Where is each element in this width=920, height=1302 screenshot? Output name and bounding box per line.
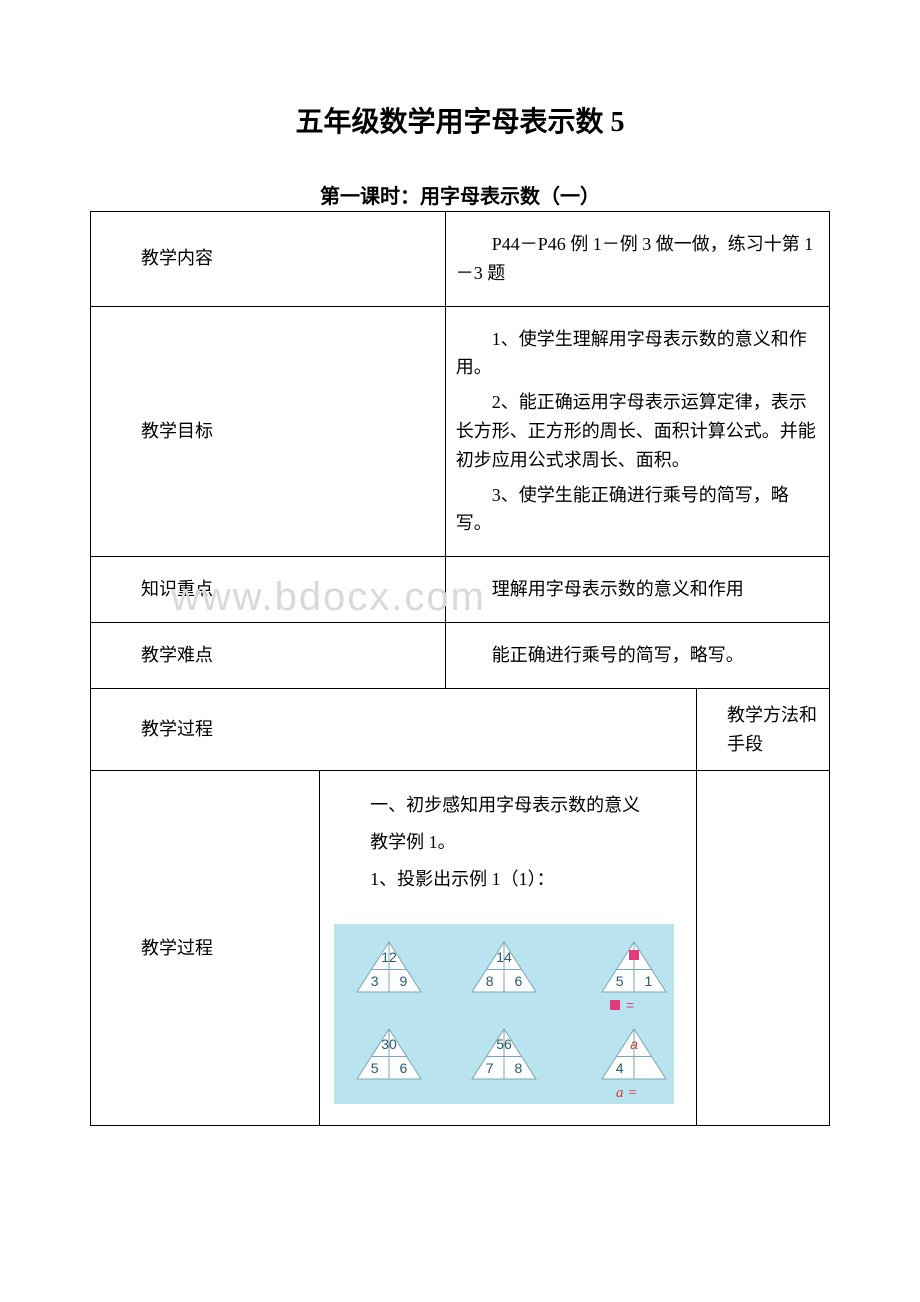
svg-text:30: 30 [381, 1036, 397, 1052]
svg-text:3: 3 [371, 973, 379, 989]
svg-text:12: 12 [381, 949, 397, 965]
row-content: 能正确进行乘号的简写，略写。 [445, 622, 829, 688]
svg-text:14: 14 [496, 949, 512, 965]
row-content: 一、初步感知用字母表示数的意义 教学例 1。 1、投影出示例 1（1）： 123… [320, 771, 697, 1125]
svg-text:7: 7 [486, 1060, 494, 1076]
row-label: 教学过程 [91, 771, 320, 1125]
svg-text:6: 6 [515, 973, 523, 989]
row-label: 教学内容 [91, 212, 446, 307]
content-text: 一、初步感知用字母表示数的意义 [334, 791, 682, 820]
diagram-container: 1239148651=30565678a4a = [334, 924, 682, 1113]
svg-text:a: a [630, 1036, 638, 1052]
row-label: 知识重点 www.bdocx.com [91, 557, 446, 623]
table-row: 教学过程 教学方法和手段 [91, 688, 830, 771]
row-label: 教学过程 [91, 688, 697, 771]
svg-text:56: 56 [496, 1036, 512, 1052]
content-text: 1、使学生理解用字母表示数的意义和作用。 [456, 325, 819, 383]
svg-text:a =: a = [616, 1085, 637, 1101]
svg-text:1: 1 [645, 973, 653, 989]
watermark: www.bdocx.com [171, 565, 486, 629]
row-content: P44－P46 例 1－例 3 做一做，练习十第 1－3 题 [445, 212, 829, 307]
row-empty [696, 771, 829, 1125]
row-content: 1、使学生理解用字母表示数的意义和作用。 2、能正确运用字母表示运算定律，表示长… [445, 306, 829, 557]
row-label: 教学难点 [91, 622, 446, 688]
svg-text:4: 4 [616, 1060, 624, 1076]
svg-text:9: 9 [400, 973, 408, 989]
triangles-diagram: 1239148651=30565678a4a = [334, 924, 674, 1104]
table-row: 教学目标 1、使学生理解用字母表示数的意义和作用。 2、能正确运用字母表示运算定… [91, 306, 830, 557]
svg-text:=: = [626, 997, 634, 1013]
row-content: 理解用字母表示数的意义和作用 [445, 557, 829, 623]
svg-text:8: 8 [515, 1060, 523, 1076]
page-subtitle: 第一课时：用字母表示数（一） [90, 180, 830, 209]
page-title: 五年级数学用字母表示数 5 [90, 100, 830, 140]
svg-text:5: 5 [616, 973, 624, 989]
table-row: 教学内容 P44－P46 例 1－例 3 做一做，练习十第 1－3 题 [91, 212, 830, 307]
content-text: 2、能正确运用字母表示运算定律，表示长方形、正方形的周长、面积计算公式。并能初步… [456, 388, 819, 474]
content-text: 1、投影出示例 1（1）： [334, 865, 682, 894]
table-row: 教学过程 一、初步感知用字母表示数的意义 教学例 1。 1、投影出示例 1（1）… [91, 771, 830, 1125]
lesson-table: 教学内容 P44－P46 例 1－例 3 做一做，练习十第 1－3 题 教学目标… [90, 211, 830, 1126]
content-text: 理解用字母表示数的意义和作用 [456, 575, 819, 604]
table-row: 教学难点 能正确进行乘号的简写，略写。 [91, 622, 830, 688]
row-right: 教学方法和手段 [696, 688, 829, 771]
row-label: 教学目标 [91, 306, 446, 557]
svg-text:8: 8 [486, 973, 494, 989]
svg-text:6: 6 [400, 1060, 408, 1076]
content-text: 能正确进行乘号的简写，略写。 [456, 641, 819, 670]
content-text: 教学例 1。 [334, 828, 682, 857]
content-text: P44－P46 例 1－例 3 做一做，练习十第 1－3 题 [456, 230, 819, 288]
label-text: 知识重点 [141, 579, 213, 599]
svg-text:5: 5 [371, 1060, 379, 1076]
table-row: 知识重点 www.bdocx.com 理解用字母表示数的意义和作用 [91, 557, 830, 623]
content-text: 3、使学生能正确进行乘号的简写，略写。 [456, 481, 819, 539]
